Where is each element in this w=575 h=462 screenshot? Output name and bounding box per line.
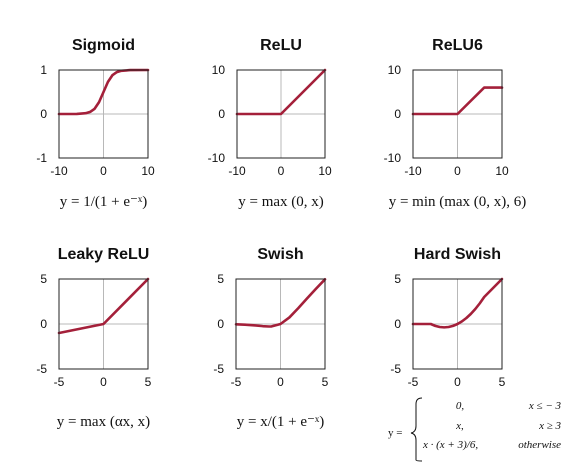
- activation-curve: [57, 277, 150, 335]
- case-condition: x ≥ 3: [538, 420, 561, 432]
- activation-curve: [57, 68, 150, 116]
- chart-panel-2: ReLU 10 0 -10-10 0 10 y = max (0, x): [208, 37, 332, 210]
- y-tick-label: 5: [217, 272, 224, 286]
- piecewise-formula: y = 0, x ≤ − 3 x, x ≥ 3 x · (x + 3)/6, otherwi…: [388, 397, 562, 462]
- x-tick-label: -5: [54, 375, 65, 389]
- formula-label: y = x/(1 + e⁻ˣ): [237, 414, 325, 430]
- plot-frame: [58, 69, 149, 159]
- formula-label: y = max (αx, x): [57, 414, 150, 430]
- plot-frame: [235, 278, 326, 370]
- activation-curve: [235, 68, 327, 116]
- formula-prefix: y =: [388, 427, 402, 439]
- y-tick-label: 0: [40, 107, 47, 121]
- x-tick-label: 5: [145, 375, 152, 389]
- y-tick-label: -5: [213, 362, 224, 376]
- y-tick-label: -5: [36, 362, 47, 376]
- plot-frame: [58, 278, 149, 370]
- plot-frame: [412, 69, 503, 159]
- y-tick-label: 0: [217, 317, 224, 331]
- case-value: x,: [455, 420, 464, 432]
- case-value: 0,: [456, 400, 465, 412]
- plot-frame: [412, 278, 503, 370]
- x-tick-label: -10: [404, 164, 422, 178]
- y-tick-label: -10: [384, 151, 402, 165]
- chart-panel-3: ReLU6 10 0 -10-10 0 10 y = min (max (0, x), 6): [384, 37, 527, 210]
- y-tick-label: 1: [40, 63, 47, 77]
- x-tick-label: 0: [100, 375, 107, 389]
- y-tick-label: 0: [394, 317, 401, 331]
- x-tick-label: 10: [141, 164, 155, 178]
- chart-title: ReLU: [260, 37, 302, 54]
- case-condition: x ≤ − 3: [528, 400, 562, 412]
- chart-title: Sigmoid: [72, 37, 135, 54]
- activation-curve: [411, 86, 504, 116]
- chart-panel-5: Swish 5 0 -5 -5 0 5 y = x/(1 + e⁻ˣ): [213, 246, 328, 430]
- case-value: x · (x + 3)/6,: [422, 439, 478, 451]
- y-tick-label: 10: [388, 63, 402, 77]
- chart-title: ReLU6: [432, 37, 483, 54]
- chart-panel-4: Leaky ReLU 5 0 -5 -5 0 5 y = max (αx, x): [36, 246, 151, 430]
- x-tick-label: -10: [228, 164, 246, 178]
- x-tick-label: 0: [277, 375, 284, 389]
- x-tick-label: 5: [322, 375, 329, 389]
- formula-label: y = max (0, x): [238, 194, 324, 210]
- x-tick-label: 0: [454, 164, 461, 178]
- y-tick-label: -1: [36, 151, 47, 165]
- formula-label: y = min (max (0, x), 6): [389, 194, 527, 210]
- y-tick-label: -10: [208, 151, 226, 165]
- x-tick-label: -5: [408, 375, 419, 389]
- chart-title: Leaky ReLU: [58, 246, 150, 263]
- y-tick-label: -5: [390, 362, 401, 376]
- y-tick-label: 5: [394, 272, 401, 286]
- x-tick-label: -10: [50, 164, 68, 178]
- x-tick-label: 0: [454, 375, 461, 389]
- y-tick-label: 5: [40, 272, 47, 286]
- brace-icon: [410, 397, 423, 462]
- chart-panel-6: Hard Swish 5 0 -5 -5 0 5 y = 0, x ≤ − 3 x, x ≥ 3 x ·…: [388, 246, 562, 462]
- activation-curve: [234, 277, 327, 328]
- x-tick-label: 0: [278, 164, 285, 178]
- chart-title: Hard Swish: [414, 246, 501, 263]
- chart-title: Swish: [257, 246, 303, 263]
- case-condition: otherwise: [518, 439, 561, 451]
- x-tick-label: 5: [499, 375, 506, 389]
- plot-frame: [236, 69, 326, 159]
- activation-curve: [411, 277, 504, 329]
- y-tick-label: 0: [394, 107, 401, 121]
- y-tick-label: 0: [218, 107, 225, 121]
- y-tick-label: 0: [40, 317, 47, 331]
- x-tick-label: 0: [100, 164, 107, 178]
- formula-label: y = 1/(1 + e⁻ˣ): [60, 194, 148, 210]
- x-tick-label: -5: [231, 375, 242, 389]
- x-tick-label: 10: [495, 164, 509, 178]
- y-tick-label: 10: [212, 63, 226, 77]
- x-tick-label: 10: [318, 164, 332, 178]
